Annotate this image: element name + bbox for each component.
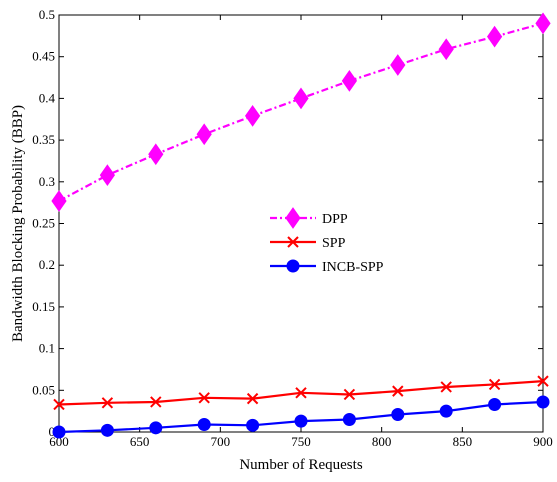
data-point-spp: [246, 392, 259, 405]
y-tick-label: 0.1: [39, 341, 55, 356]
y-tick-label: 0.35: [32, 132, 55, 147]
legend-marker-spp-stroke: [287, 236, 299, 248]
data-point-incb-spp: [536, 395, 550, 409]
legend-item-incb-spp: INCB-SPP: [270, 259, 384, 275]
x-axis-label: Number of Requests: [239, 457, 362, 473]
series-spp: [53, 375, 549, 411]
series-line-dpp: [58, 22, 544, 202]
y-tick-label: 0.5: [39, 7, 55, 22]
data-point-incb-spp: [197, 417, 211, 431]
data-point-incb-spp: [52, 425, 66, 439]
legend-label-spp: SPP: [322, 236, 346, 251]
data-point-spp: [488, 378, 501, 391]
data-point-incb-spp: [246, 418, 260, 432]
y-tick-label: 0.45: [32, 49, 55, 64]
data-point-spp: [150, 396, 162, 408]
y-tick-label: 0: [49, 424, 56, 439]
y-tick-label: 0.25: [32, 216, 55, 231]
data-point-dpp: [148, 143, 164, 166]
data-point-spp: [53, 398, 65, 411]
y-tick-label: 0.2: [39, 257, 55, 272]
series-dpp: [51, 12, 551, 212]
plot-area: [58, 14, 544, 433]
data-point-spp-stroke: [295, 387, 307, 399]
x-tick-label: 800: [372, 434, 392, 449]
data-point-dpp: [51, 190, 67, 212]
legend-label-dpp: DPP: [322, 212, 348, 227]
data-point-dpp: [438, 38, 454, 61]
data-point-incb-spp: [439, 404, 453, 418]
legend-item-dpp: DPP: [270, 207, 348, 229]
data-point-spp: [295, 387, 307, 399]
y-tick-label: 0.15: [32, 299, 55, 314]
data-point-spp-stroke: [150, 396, 162, 408]
data-point-spp: [392, 385, 404, 397]
x-axis-ticks: 600 650 700 750 800 850 900: [49, 15, 553, 449]
legend-label-incb-spp: INCB-SPP: [322, 260, 384, 275]
legend-marker-incb-spp: [286, 259, 300, 273]
y-axis-ticks: 0 0.05 0.1 0.15 0.2 0.25 0.3 0.35 0.4 0.45 0.5: [32, 7, 543, 439]
data-point-spp: [343, 388, 356, 401]
data-point-spp: [537, 375, 549, 387]
data-point-spp: [101, 397, 114, 409]
x-tick-label: 750: [291, 434, 311, 449]
data-point-spp-stroke: [392, 385, 404, 397]
y-tick-label: 0.05: [32, 382, 55, 397]
data-point-dpp: [341, 70, 358, 92]
y-tick-label: 0.4: [39, 90, 56, 105]
data-point-dpp: [99, 164, 116, 186]
data-point-spp: [440, 381, 452, 393]
data-point-incb-spp: [342, 412, 356, 426]
data-point-dpp: [390, 54, 406, 76]
x-tick-label: 850: [453, 434, 473, 449]
data-point-incb-spp: [488, 397, 502, 411]
legend-item-spp: SPP: [270, 236, 346, 251]
data-point-dpp: [486, 25, 503, 48]
x-tick-label: 650: [130, 434, 150, 449]
data-point-spp: [198, 392, 210, 404]
data-point-dpp: [196, 123, 212, 146]
series-layer: [51, 12, 551, 439]
data-point-spp-stroke: [343, 388, 356, 401]
series-incb-spp: [52, 395, 550, 439]
y-axis-label: Bandwidth Blocking Probability (BBP): [10, 105, 26, 342]
x-tick-label: 600: [49, 434, 69, 449]
data-point-spp-stroke: [101, 397, 114, 409]
data-point-spp-stroke: [440, 381, 452, 393]
data-point-incb-spp: [100, 423, 114, 437]
data-point-incb-spp: [294, 414, 308, 428]
data-point-incb-spp: [149, 421, 163, 435]
legend: DPP SPP INCB-SPP: [270, 207, 384, 275]
y-tick-label: 0.3: [39, 174, 55, 189]
data-point-spp-stroke: [53, 398, 65, 411]
data-point-dpp: [244, 105, 261, 127]
legend-marker-spp: [287, 236, 299, 248]
data-point-dpp: [535, 12, 551, 35]
data-point-incb-spp: [391, 407, 405, 421]
legend-marker-dpp: [285, 207, 301, 229]
x-tick-label: 700: [211, 434, 231, 449]
x-tick-label: 900: [533, 434, 553, 449]
data-point-spp-stroke: [488, 378, 501, 391]
data-point-spp-stroke: [198, 392, 210, 404]
data-point-dpp: [293, 87, 309, 110]
data-point-spp-stroke: [246, 392, 259, 405]
data-point-spp-stroke: [537, 375, 549, 387]
